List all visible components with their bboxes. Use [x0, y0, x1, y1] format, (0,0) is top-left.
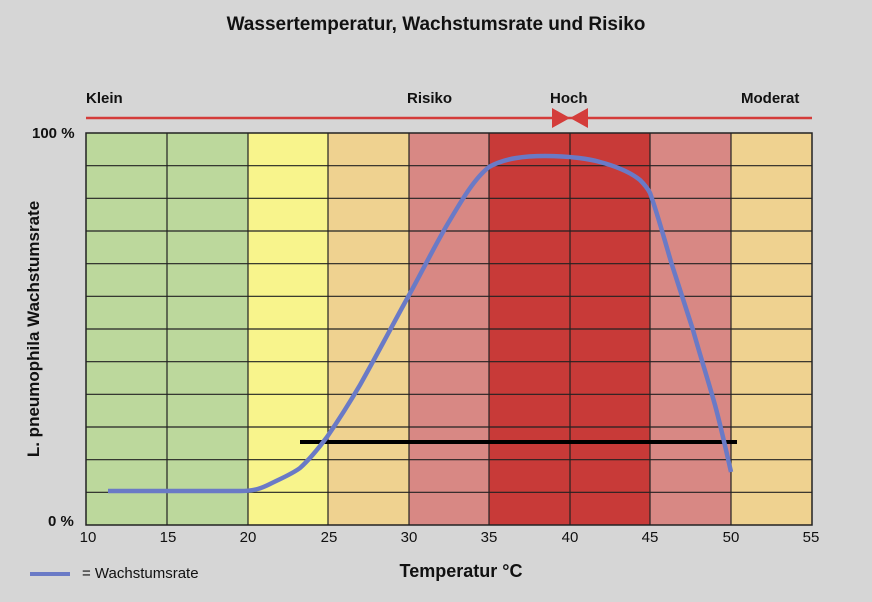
- x-tick-55: 55: [802, 529, 820, 546]
- x-tick-15: 15: [159, 529, 177, 546]
- x-tick-10: 10: [79, 529, 97, 546]
- legend: = Wachstumsrate: [30, 565, 199, 582]
- x-tick-25: 25: [320, 529, 338, 546]
- plot-border: [85, 132, 813, 526]
- arrow-right-icon: [552, 108, 570, 128]
- arrow-left-icon: [570, 108, 588, 128]
- x-tick-35: 35: [480, 529, 498, 546]
- x-tick-45: 45: [641, 529, 659, 546]
- risk-label-risiko: Risiko: [407, 90, 453, 107]
- legend-label: = Wachstumsrate: [82, 565, 199, 582]
- x-axis-label: Temperatur °C: [399, 561, 523, 581]
- y-tick-100: 100 %: [32, 125, 75, 142]
- x-tick-40: 40: [561, 529, 579, 546]
- growth-rate-curve: [108, 153, 734, 494]
- risk-label-hoch: Hoch: [550, 90, 588, 107]
- y-tick-0: 0 %: [48, 513, 74, 530]
- x-tick-20: 20: [239, 529, 257, 546]
- risk-label-moderat: Moderat: [741, 90, 800, 107]
- grid: [86, 133, 812, 525]
- x-tick-50: 50: [722, 529, 740, 546]
- legend-line-swatch-icon: [30, 571, 70, 576]
- chart-title: Wassertemperatur, Wachstumsrate und Risi…: [226, 14, 646, 35]
- risk-label-klein: Klein: [86, 90, 123, 107]
- y-axis-label: L. pneumophila Wachstumsrate: [24, 200, 43, 458]
- x-tick-30: 30: [400, 529, 418, 546]
